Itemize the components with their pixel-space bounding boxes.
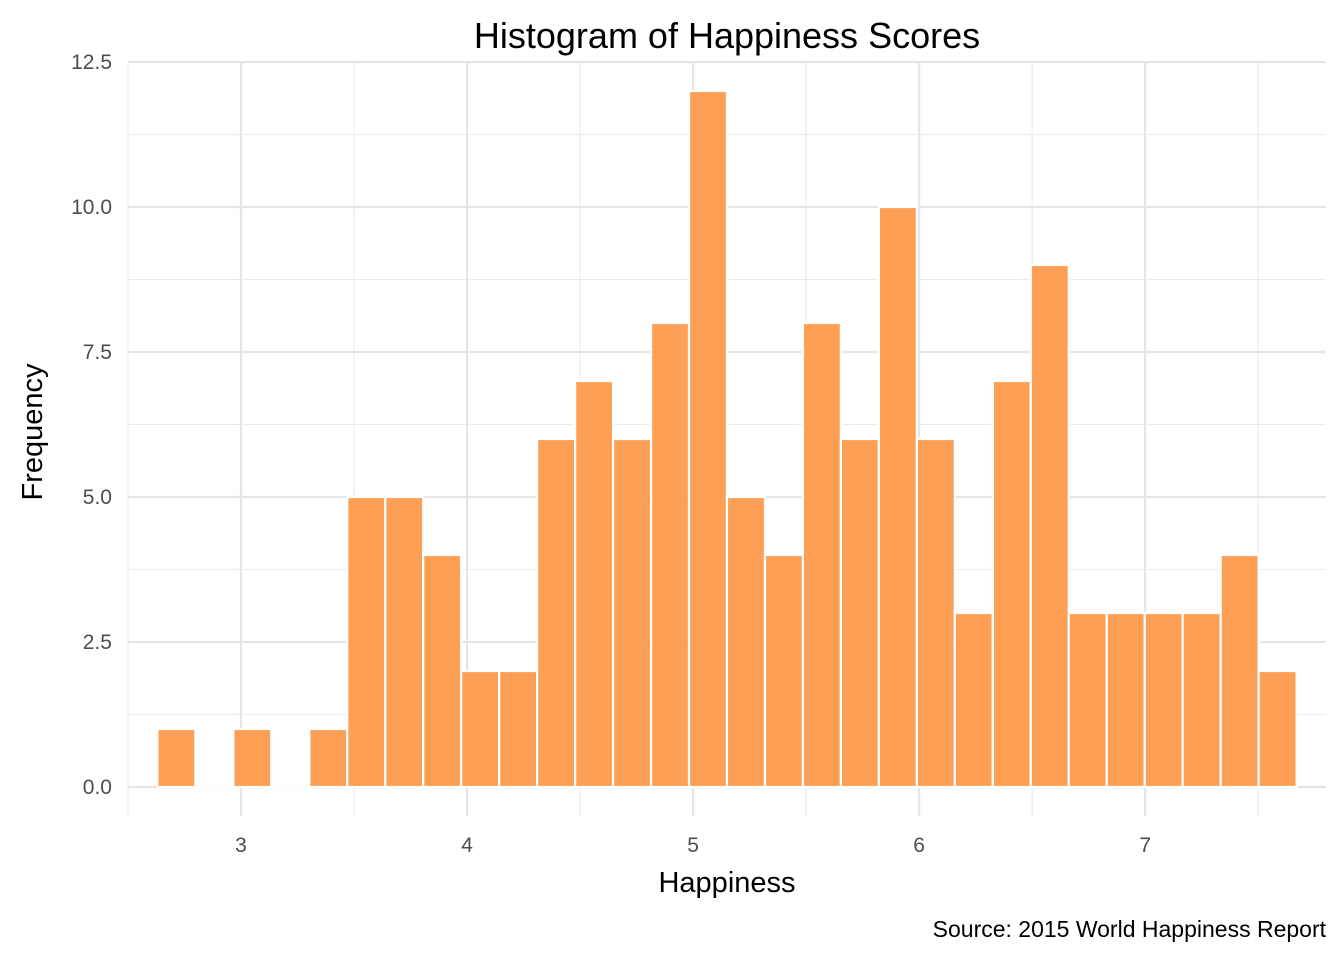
x-axis-tick-labels: 3 4 5 6 7 (235, 834, 1151, 857)
x-tick-label: 7 (1139, 834, 1151, 857)
histogram-bar (839, 437, 880, 789)
y-tick-label: 0.0 (83, 776, 112, 799)
histogram-bar (1143, 611, 1184, 789)
x-tick-label: 5 (687, 834, 699, 857)
histogram-bar (1181, 611, 1222, 789)
histogram-bar (763, 553, 805, 789)
histogram-bar (346, 495, 387, 789)
y-tick-label: 2.5 (83, 631, 112, 654)
histogram-bar (156, 727, 197, 789)
source-caption: Source: 2015 World Happiness Report (933, 916, 1327, 942)
histogram-bar (384, 495, 425, 789)
y-tick-label: 5.0 (83, 486, 112, 509)
x-tick-label: 6 (913, 834, 925, 857)
histogram-bar (574, 379, 615, 789)
histogram-bar (308, 727, 349, 789)
histogram-bar (460, 669, 501, 789)
histogram-bar (1105, 611, 1146, 789)
histogram-bar (1219, 553, 1260, 789)
histogram-bar (1257, 669, 1298, 789)
histogram-bar (725, 495, 767, 789)
histogram-bar (1067, 611, 1108, 789)
histogram-bar (953, 611, 994, 789)
histogram-bar (991, 379, 1032, 789)
y-tick-label: 7.5 (83, 341, 112, 364)
chart-title: Histogram of Happiness Scores (474, 15, 980, 56)
histogram-bars (156, 89, 1298, 789)
histogram-bar (611, 437, 653, 789)
histogram-bar (498, 669, 539, 789)
y-tick-label: 12.5 (71, 51, 112, 74)
histogram-bar (687, 89, 729, 789)
x-axis-title: Happiness (658, 867, 795, 899)
x-tick-label: 3 (235, 834, 247, 857)
x-tick-label: 4 (461, 834, 473, 857)
histogram-bar (877, 205, 918, 789)
histogram-bar (1029, 263, 1070, 789)
histogram-bar (915, 437, 956, 789)
histogram-bar (536, 437, 577, 789)
histogram-bar (232, 727, 273, 789)
histogram-bar (649, 321, 691, 789)
histogram-bar (801, 321, 843, 789)
y-axis-title: Frequency (17, 363, 49, 501)
histogram-bar (422, 553, 463, 789)
y-axis-tick-labels: 0.0 2.5 5.0 7.5 10.0 12.5 (71, 51, 112, 799)
y-tick-label: 10.0 (71, 196, 112, 219)
